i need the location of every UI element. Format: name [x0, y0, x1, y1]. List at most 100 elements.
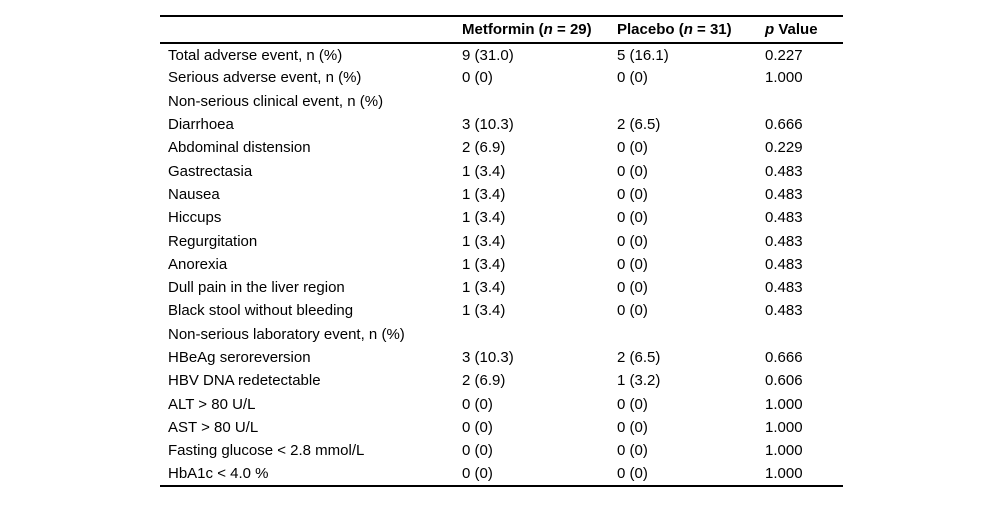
cell-placebo: 0 (0) — [617, 302, 648, 320]
cell-p_value: 1.000 — [765, 442, 803, 460]
table-row: Diarrhoea 3 (10.3) 2 (6.5) 0.666 — [160, 113, 843, 136]
cell-metformin: 1 (3.4) — [462, 209, 506, 227]
cell-placebo: 1 (3.2) — [617, 372, 661, 390]
cell-placebo: 0 (0) — [617, 162, 648, 180]
event-label: HBV DNA redetectable — [168, 372, 321, 390]
table-row: Serious adverse event, n (%) 0 (0) 0 (0) 1.… — [160, 66, 843, 89]
cell-p_value: 0.483 — [765, 255, 803, 273]
event-label: ALT > 80 U/L — [168, 395, 256, 413]
cell-metformin — [462, 90, 617, 113]
cell-placebo: 2 (6.5) — [617, 116, 661, 134]
cell-placebo: 0 (0) — [617, 209, 648, 227]
cell-metformin: 1 (3.4) — [462, 302, 506, 320]
cell-metformin: 3 (10.3) — [462, 116, 514, 134]
event-label: AST > 80 U/L — [168, 418, 259, 436]
header-text: Value — [774, 21, 818, 38]
cell-metformin: 0 (0) — [462, 442, 493, 460]
event-label: Serious adverse event, n (%) — [168, 69, 362, 87]
cell-p_value: 0.483 — [765, 162, 803, 180]
cell-placebo — [617, 90, 765, 113]
header-italic-text: n — [543, 21, 553, 38]
cell-placebo: 0 (0) — [617, 464, 648, 482]
event-label: Dull pain in the liver region — [168, 279, 345, 297]
event-label: Hiccups — [168, 209, 222, 227]
section-header-row: Non-serious laboratory event, n (%) — [160, 323, 843, 346]
cell-p_value: 0.229 — [765, 139, 803, 157]
event-label: Non-serious clinical event, n (%) — [168, 92, 384, 110]
cell-p_value: 1.000 — [765, 395, 803, 413]
cell-placebo: 0 (0) — [617, 418, 648, 436]
event-label: Abdominal distension — [168, 139, 311, 157]
cell-metformin: 2 (6.9) — [462, 372, 506, 390]
table-row: Regurgitation 1 (3.4) 0 (0) 0.483 — [160, 229, 843, 252]
event-label: Anorexia — [168, 255, 228, 273]
table-row: HbA1c < 4.0 % 0 (0) 0 (0) 1.000 — [160, 462, 843, 485]
event-label: Diarrhoea — [168, 116, 234, 134]
cell-placebo: 0 (0) — [617, 255, 648, 273]
table-row: Fasting glucose < 2.8 mmol/L 0 (0) 0 (0) 1.… — [160, 439, 843, 462]
table-header: Metformin (n = 29) Placebo (n = 31) p Valu… — [160, 16, 843, 44]
cell-metformin: 1 (3.4) — [462, 279, 506, 297]
cell-metformin: 1 (3.4) — [462, 255, 506, 273]
event-label: Black stool without bleeding — [168, 302, 354, 320]
cell-metformin: 9 (31.0) — [462, 46, 514, 64]
cell-p_value: 0.227 — [765, 46, 803, 64]
cell-p_value: 0.483 — [765, 232, 803, 250]
event-label: Nausea — [168, 185, 220, 203]
cell-metformin: 1 (3.4) — [462, 162, 506, 180]
column-header-event — [160, 16, 462, 44]
header-text: Placebo ( — [617, 21, 684, 38]
event-label: HbA1c < 4.0 % — [168, 464, 269, 482]
table-row: Dull pain in the liver region 1 (3.4) 0 (0… — [160, 276, 843, 299]
cell-placebo: 0 (0) — [617, 442, 648, 460]
section-header-row: Non-serious clinical event, n (%) — [160, 90, 843, 113]
cell-placebo: 0 (0) — [617, 395, 648, 413]
cell-p_value: 0.483 — [765, 302, 803, 320]
cell-p_value: 0.606 — [765, 372, 803, 390]
table-row: Abdominal distension 2 (6.9) 0 (0) 0.229 — [160, 136, 843, 159]
cell-p_value: 0.483 — [765, 209, 803, 227]
event-label: HBeAg seroreversion — [168, 349, 311, 366]
header-italic-text: n — [683, 21, 693, 38]
cell-p_value: 0.483 — [765, 185, 803, 203]
cell-p_value: 1.000 — [765, 69, 803, 87]
column-header-p_value: p Value — [765, 16, 843, 44]
table-row: Total adverse event, n (%) 9 (31.0) 5 (16.… — [160, 43, 843, 66]
cell-placebo: 0 (0) — [617, 139, 648, 157]
cell-placebo: 0 (0) — [617, 232, 648, 250]
column-header-placebo: Placebo (n = 31) — [617, 16, 765, 44]
cell-p_value — [765, 323, 843, 346]
table-row: Black stool without bleeding 1 (3.4) 0 (0)… — [160, 299, 843, 322]
cell-metformin — [462, 323, 617, 346]
table-row: HBV DNA redetectable 2 (6.9) 1 (3.2) 0.606 — [160, 369, 843, 392]
table-row: Hiccups 1 (3.4) 0 (0) 0.483 — [160, 206, 843, 229]
cell-metformin: 0 (0) — [462, 69, 493, 87]
cell-p_value: 0.483 — [765, 279, 803, 297]
cell-placebo: 0 (0) — [617, 279, 648, 297]
cell-p_value — [765, 90, 843, 113]
table-row: ALT > 80 U/L 0 (0) 0 (0) 1.000 — [160, 392, 843, 415]
cell-metformin: 2 (6.9) — [462, 139, 506, 157]
table-header-row: Metformin (n = 29) Placebo (n = 31) p Valu… — [160, 16, 843, 44]
cell-placebo: 0 (0) — [617, 69, 648, 87]
event-label: Fasting glucose < 2.8 mmol/L — [168, 442, 365, 460]
adverse-events-table: Metformin (n = 29) Placebo (n = 31) p Valu… — [160, 15, 843, 487]
header-text: = 31) — [692, 21, 732, 38]
cell-metformin: 3 (10.3) — [462, 349, 514, 366]
cell-p_value: 0.666 — [765, 349, 803, 366]
cell-p_value: 0.666 — [765, 116, 803, 134]
event-label: Gastrectasia — [168, 162, 253, 180]
header-italic-text: p — [765, 21, 775, 38]
cell-metformin: 0 (0) — [462, 418, 493, 436]
cell-metformin: 0 (0) — [462, 464, 493, 482]
table-row: Gastrectasia 1 (3.4) 0 (0) 0.483 — [160, 159, 843, 182]
cell-p_value: 1.000 — [765, 418, 803, 436]
event-label: Total adverse event, n (%) — [168, 46, 343, 64]
table-row: AST > 80 U/L 0 (0) 0 (0) 1.000 — [160, 416, 843, 439]
cell-placebo: 5 (16.1) — [617, 46, 669, 64]
cell-metformin: 0 (0) — [462, 395, 493, 413]
table-row: Nausea 1 (3.4) 0 (0) 0.483 — [160, 183, 843, 206]
cell-placebo — [617, 323, 765, 346]
header-text: Metformin ( — [462, 21, 544, 38]
